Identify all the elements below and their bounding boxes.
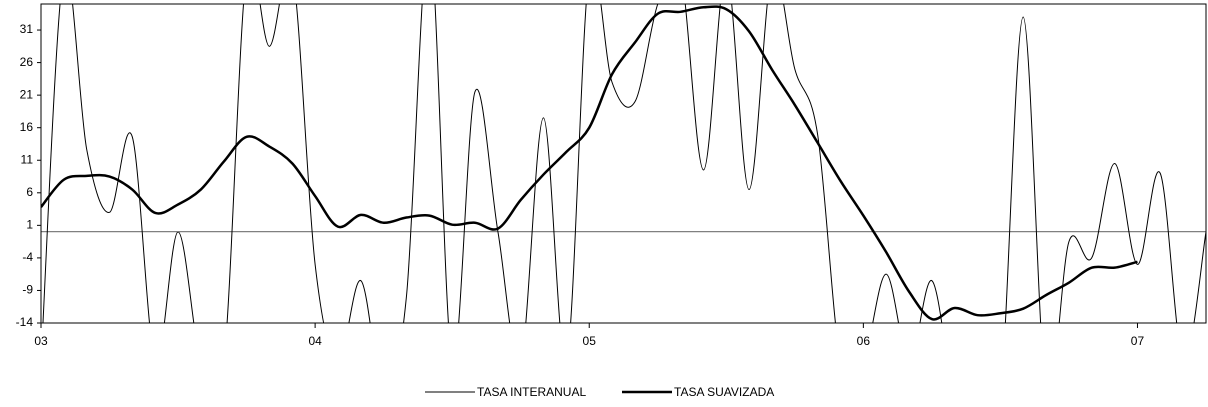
y-tick-label: 16 bbox=[20, 120, 34, 134]
series-line bbox=[42, 4, 1206, 323]
legend-label: TASA INTERANUAL bbox=[477, 385, 586, 399]
x-tick-label: 07 bbox=[1131, 334, 1145, 348]
y-tick-label: 11 bbox=[21, 152, 34, 166]
series-line bbox=[41, 5, 1138, 321]
plot-border bbox=[40, 3, 1207, 324]
y-tick-label: -14 bbox=[16, 315, 34, 329]
legend-label: TASA SUAVIZADA bbox=[674, 385, 774, 399]
y-tick-label: -4 bbox=[22, 250, 33, 264]
y-tick-label: 31 bbox=[20, 22, 34, 36]
x-tick-label: 06 bbox=[857, 334, 871, 348]
plot-area bbox=[41, 4, 1206, 323]
x-tick-label: 04 bbox=[308, 334, 322, 348]
x-tick-label: 05 bbox=[583, 334, 597, 348]
y-tick-label: 26 bbox=[20, 55, 34, 69]
y-tick-label: 6 bbox=[26, 185, 33, 199]
legend: TASA INTERANUAL TASA SUAVIZADA bbox=[425, 385, 774, 399]
y-tick-label: 21 bbox=[20, 87, 34, 101]
y-tick-label: -9 bbox=[22, 283, 33, 297]
x-tick-label: 03 bbox=[34, 334, 48, 348]
y-tick-label: 1 bbox=[26, 218, 33, 232]
